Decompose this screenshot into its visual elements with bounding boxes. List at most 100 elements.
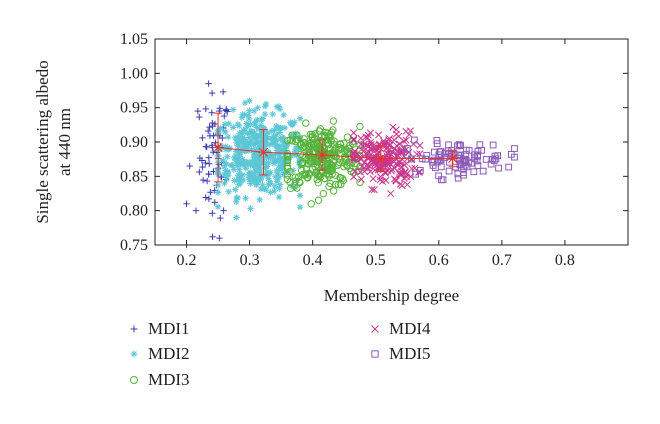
mdi3-point (337, 140, 345, 149)
mdi4-point (366, 129, 375, 137)
mdi2-point (276, 173, 283, 180)
mdi5-point (403, 145, 411, 152)
mdi3-point (319, 167, 327, 176)
legend-item-mdi4: MDI4 (371, 319, 431, 338)
mdi3-point (343, 133, 352, 141)
y-tick-label: 0.95 (120, 100, 148, 117)
mdi2-point (214, 203, 222, 210)
mdi5-point (474, 162, 482, 170)
mdi2-point (237, 179, 244, 187)
mdi3-point (283, 137, 292, 145)
mdi5-point (457, 157, 465, 164)
ticks-layer: 0.2 0.3 0.4 0.5 0.6 0.7 0.8 0.75 0.80 0.85 0.90 0.9… (120, 31, 628, 269)
mdi3-point (301, 139, 309, 147)
mdi2-point (246, 174, 253, 181)
mdi5-point (492, 155, 500, 163)
mdi4-point (350, 129, 358, 137)
mdi2-point (231, 177, 238, 184)
mdi3-point (295, 178, 304, 186)
mdi2-point (248, 128, 256, 135)
legend-marker-mdi4 (371, 325, 379, 333)
mdi2-point (233, 214, 240, 221)
mdi4-point (353, 150, 361, 158)
mdi2-point (253, 181, 260, 189)
mdi4-point (393, 142, 401, 150)
mdi3-point (337, 145, 346, 153)
mdi4-point (388, 148, 397, 156)
mdi3-point (346, 141, 354, 150)
mdi2-point (253, 139, 260, 146)
mdi3-point (328, 170, 336, 179)
mdi2-point (250, 162, 257, 170)
mdi3-point (308, 133, 316, 142)
mdi3-point (283, 171, 292, 179)
mdi2-point (224, 133, 232, 141)
mdi2-point (225, 188, 232, 195)
mdi4-point (381, 169, 390, 177)
mdi1-point (202, 105, 209, 113)
mdi1-point (183, 200, 190, 207)
mdi2-point (241, 125, 249, 133)
mdi3-point (299, 143, 307, 151)
mdi4-point (366, 168, 374, 176)
mdi4-point (365, 162, 373, 170)
mdi1-point (208, 142, 216, 149)
mdi2-point (263, 163, 270, 170)
mdi2-point (276, 129, 284, 136)
mdi4-point (359, 147, 368, 155)
mdi1-point (208, 109, 216, 116)
mdi2-point (234, 120, 242, 128)
mdi3-point (356, 178, 364, 187)
mdi4-point (358, 162, 366, 171)
mdi3-point (314, 157, 322, 165)
mdi1-point (208, 89, 216, 97)
mdi2-point (281, 124, 289, 132)
mdi5-point (460, 171, 467, 179)
mdi5-point (511, 153, 518, 161)
mdi4-point (387, 189, 395, 198)
mdi2-point (275, 193, 283, 201)
mdi3-point (294, 173, 303, 181)
mdi2-point (233, 134, 241, 141)
mdi2-point (239, 135, 246, 142)
mdi3-point (326, 133, 334, 141)
mdi3-point (291, 173, 299, 181)
mdi1-point (206, 123, 213, 131)
mdi1-point (196, 168, 203, 176)
mdi3-point (283, 162, 292, 170)
mdi2-point (246, 107, 253, 114)
mdi1-point (203, 177, 211, 185)
mdi2-point (253, 117, 260, 125)
mdi4-point (396, 170, 404, 178)
mdi2-point (214, 189, 222, 196)
mdi3-point (296, 141, 305, 149)
legend: MDI1 MDI2 MDI3 MDI4 MDI5 (130, 319, 431, 389)
mdi4-point (368, 185, 376, 194)
mdi2-point (276, 105, 284, 113)
mdi5-point (511, 145, 518, 152)
mdi1-point (205, 170, 212, 178)
mdi5-point (470, 168, 478, 176)
mdi3-point (342, 155, 350, 163)
mdi4-point (370, 145, 379, 153)
mdi2-point (267, 154, 274, 161)
mdi3-point (325, 170, 334, 178)
mdi2-point (248, 146, 255, 154)
mdi2-point (234, 162, 241, 170)
x-tick-label: 0.8 (555, 252, 575, 269)
mdi2-point (236, 130, 243, 137)
mdi2-point (238, 114, 246, 121)
mdi2-point (222, 128, 229, 135)
mdi1-point (209, 148, 217, 156)
mdi4-point (406, 127, 415, 135)
legend-item-mdi1: MDI1 (130, 319, 190, 338)
mdi2-point (214, 181, 222, 189)
mdi5-point (422, 155, 429, 163)
mdi2-point (229, 106, 237, 113)
mdi3-point (324, 140, 333, 149)
mdi2-point (276, 181, 284, 188)
mdi3-point (298, 166, 306, 175)
mdi4-point (350, 135, 358, 143)
mdi5-point (462, 150, 470, 158)
mdi5-point (455, 141, 463, 149)
